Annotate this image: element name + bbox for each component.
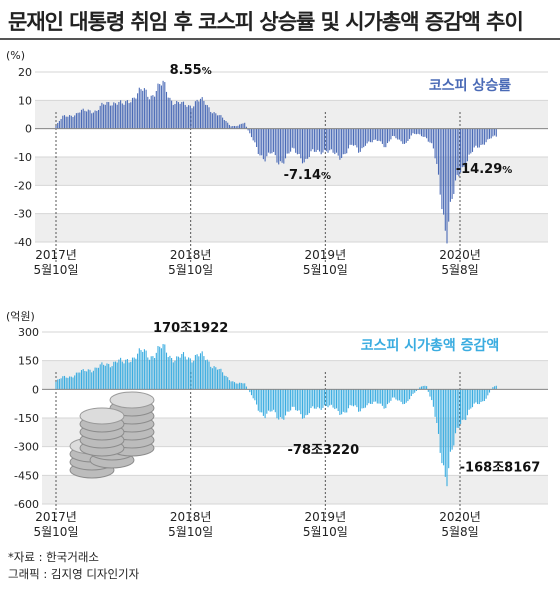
- annotation-value: -7.14: [284, 168, 321, 183]
- y-tick-label: -10: [14, 151, 32, 164]
- annotation-value: -78조3220: [288, 443, 360, 458]
- grid-band: [42, 360, 548, 390]
- x-tick-date: 5월10일: [168, 263, 213, 277]
- x-tick-date: 5월8일: [441, 525, 478, 539]
- coin-illustration-top: [109, 391, 155, 409]
- y-tick-label: -450: [14, 469, 39, 482]
- y-tick-label: -20: [14, 179, 32, 192]
- y-tick-label: 10: [18, 94, 32, 107]
- unit-label: (%): [6, 49, 25, 62]
- annotation-label: -78조3220: [288, 443, 360, 458]
- grid-band: [42, 475, 548, 504]
- y-tick-label: -40: [14, 236, 32, 249]
- y-tick-label: 0: [25, 123, 32, 136]
- annotation-value: -168조8167: [460, 460, 541, 475]
- chart-title: 문재인 대통령 취임 후 코스피 상승률 및 시가총액 증감액 추이: [8, 10, 524, 34]
- annotation-label: -14.29%: [456, 162, 513, 177]
- annotation-label: -168조8167: [460, 460, 541, 475]
- unit-label: (억원): [6, 310, 35, 323]
- grid-band: [35, 213, 548, 242]
- y-tick-label: -150: [14, 412, 39, 425]
- y-tick-label: 150: [18, 355, 39, 368]
- x-tick-year: 2020년: [439, 510, 481, 524]
- annotation-label: 8.55%: [170, 63, 212, 78]
- annotation-unit: %: [502, 165, 512, 176]
- y-tick-label: -30: [14, 208, 32, 221]
- annotation-unit: %: [202, 66, 212, 77]
- x-tick-year: 2017년: [35, 510, 77, 524]
- y-tick-label: 20: [18, 66, 32, 79]
- legend-label: 코스피 시가총액 증감액: [361, 337, 500, 354]
- y-tick-label: -600: [14, 498, 39, 511]
- x-tick-year: 2019년: [305, 248, 347, 262]
- annotation-value: -14.29: [456, 162, 503, 177]
- coin-illustration-top: [79, 407, 125, 425]
- annotation-unit: %: [321, 171, 331, 182]
- y-tick-label: 0: [32, 383, 39, 396]
- x-tick-year: 2020년: [439, 248, 481, 262]
- x-tick-year: 2018년: [170, 510, 212, 524]
- x-tick-year: 2017년: [35, 248, 77, 262]
- legend-label: 코스피 상승률: [429, 77, 511, 94]
- annotation-label: 170조1922: [153, 321, 228, 336]
- x-tick-date: 5월10일: [34, 263, 79, 277]
- x-tick-year: 2019년: [305, 510, 347, 524]
- y-tick-label: 300: [18, 326, 39, 339]
- y-tick-label: -300: [14, 441, 39, 454]
- credit-note: 그래픽 : 김지영 디자인기자: [8, 567, 140, 581]
- annotation-value: 8.55: [170, 63, 202, 78]
- annotation-label: -7.14%: [284, 168, 332, 183]
- x-tick-date: 5월10일: [168, 525, 213, 539]
- x-tick-date: 5월10일: [303, 525, 348, 539]
- x-tick-date: 5월10일: [303, 263, 348, 277]
- x-tick-year: 2018년: [170, 248, 212, 262]
- title-divider: [0, 38, 560, 40]
- x-tick-date: 5월10일: [34, 525, 79, 539]
- source-note: *자료 : 한국거래소: [8, 550, 99, 564]
- annotation-value: 170조1922: [153, 321, 228, 336]
- x-tick-date: 5월8일: [441, 263, 478, 277]
